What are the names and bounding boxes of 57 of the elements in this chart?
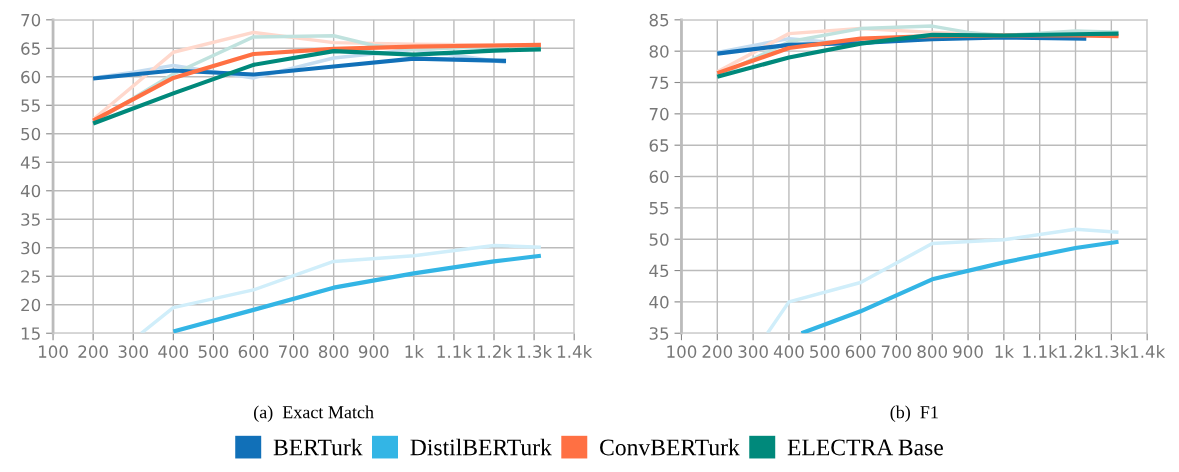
legend-label: DistilBERTurk [410, 438, 552, 456]
x-axis-title: (b) F1 [890, 405, 938, 422]
x-tick-label: 900 [358, 345, 389, 358]
y-tick-label: 30 [21, 241, 41, 255]
y-tick-label: 60 [21, 70, 41, 84]
x-tick-label: 100 [38, 345, 68, 358]
y-tick-label: 15 [21, 327, 40, 340]
x-tick-label: 200 [702, 345, 733, 358]
y-tick-label: 75 [649, 76, 669, 90]
x-tick-label: 1.1k [1023, 345, 1058, 358]
x-tick-label: 900 [953, 345, 983, 358]
y-tick-label: 40 [649, 295, 669, 309]
x-tick-label: 800 [318, 345, 349, 358]
x-axis-title: (a) Exact Match [254, 405, 374, 422]
y-tick-label: 55 [21, 99, 40, 112]
x-tick-label: 300 [118, 345, 149, 358]
x-tick-label: 300 [738, 345, 768, 358]
x-tick-label: 1.2k [477, 345, 513, 358]
y-tick-label: 70 [21, 13, 41, 27]
x-tick-label: 1.3k [1095, 345, 1130, 358]
x-tick-label: 1k [405, 345, 424, 358]
x-tick-label: 700 [881, 345, 912, 358]
x-tick-label: 400 [158, 345, 189, 358]
y-tick-label: 65 [649, 139, 669, 152]
x-tick-label: 1.4k [1130, 345, 1166, 358]
x-tick-label: 1k [995, 345, 1014, 358]
x-tick-label: 500 [198, 345, 229, 358]
x-tick-label: 200 [78, 345, 108, 358]
legend-label: BERTurk [273, 438, 363, 456]
x-tick-label: 700 [279, 345, 309, 358]
y-tick-label: 85 [649, 13, 669, 27]
y-tick-label: 40 [20, 184, 41, 198]
y-tick-label: 60 [649, 170, 669, 184]
y-tick-label: 80 [649, 45, 669, 58]
x-tick-label: 100 [667, 345, 697, 358]
x-tick-label: 600 [845, 345, 876, 358]
x-tick-label: 1.3k [517, 345, 553, 358]
x-tick-label: 800 [917, 345, 948, 358]
x-tick-label: 1.2k [1059, 345, 1094, 358]
y-tick-label: 50 [649, 233, 669, 246]
x-tick-label: 400 [773, 345, 804, 358]
y-tick-label: 45 [20, 156, 40, 169]
y-tick-label: 20 [21, 298, 41, 312]
x-tick-label: 1.1k [437, 345, 472, 358]
legend-label: ConvBERTurk [600, 438, 740, 456]
legend-label: ELECTRA Base [787, 439, 943, 456]
x-tick-label: 1.4k [557, 345, 593, 358]
y-tick-label: 35 [649, 327, 669, 340]
y-tick-label: 65 [21, 42, 40, 55]
y-tick-label: 45 [649, 264, 669, 278]
x-tick-label: 600 [238, 345, 269, 358]
y-tick-label: 50 [21, 127, 41, 141]
y-tick-label: 35 [21, 213, 40, 226]
y-tick-label: 70 [649, 107, 669, 121]
x-tick-label: 500 [810, 345, 840, 358]
y-tick-label: 55 [649, 202, 669, 215]
y-tick-label: 25 [21, 270, 40, 283]
